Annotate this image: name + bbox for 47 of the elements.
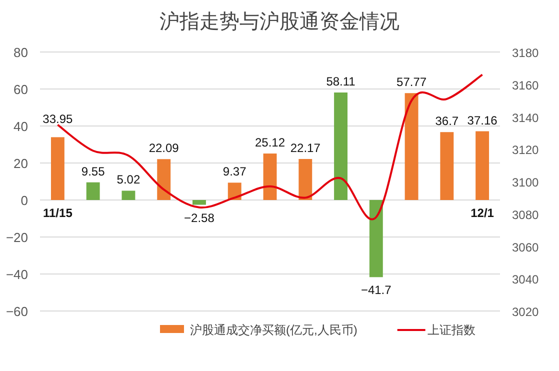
bar — [192, 200, 206, 205]
data-label: 9.37 — [222, 164, 247, 179]
bar — [440, 132, 454, 200]
data-label: 25.12 — [254, 136, 286, 150]
y-tick-label: 20 — [14, 156, 28, 171]
y2-tick-label: 3180 — [512, 46, 540, 60]
y2-tick-label: 3120 — [512, 143, 540, 158]
y2-tick-label: 3140 — [512, 110, 540, 125]
data-label: 36.7 — [435, 114, 459, 128]
bar — [86, 182, 100, 200]
chart-title: 沪指走势与沪股通资金情况 — [160, 10, 400, 33]
data-label: 33.95 — [42, 112, 74, 126]
y2-tick-label: 3080 — [512, 208, 540, 222]
y-tick-label: 40 — [14, 119, 28, 134]
data-label: 37.16 — [467, 113, 498, 128]
x-tick-label: 11/15 — [43, 206, 73, 220]
y-tick-label: −20 — [6, 230, 28, 245]
y2-tick-label: 3160 — [512, 78, 540, 92]
y2-tick-label: 3100 — [512, 176, 540, 190]
data-label: 22.09 — [148, 141, 180, 156]
bar — [157, 159, 171, 200]
bar — [298, 158, 312, 200]
y-tick-label: 0 — [20, 193, 28, 208]
y-tick-label: −40 — [6, 267, 28, 282]
bar — [50, 137, 64, 200]
data-label: 5.02 — [116, 172, 140, 187]
y2-tick-label: 3020 — [512, 305, 540, 319]
bar — [404, 93, 418, 200]
bar — [476, 131, 490, 200]
data-label: 57.77 — [396, 75, 427, 90]
data-label: −2.58 — [184, 210, 215, 225]
y-tick-label: −60 — [6, 304, 28, 319]
y-tick-label: 60 — [14, 82, 28, 97]
y2-tick-label: 3040 — [512, 272, 540, 287]
legend-label: 上证指数 — [427, 323, 476, 337]
bar — [369, 200, 383, 278]
bar — [334, 92, 348, 200]
data-label: 9.55 — [81, 164, 106, 178]
data-label: 22.17 — [290, 140, 321, 155]
legend-label: 沪股通成交净买额(亿元,人民币) — [190, 323, 358, 337]
data-label: −41.7 — [360, 283, 392, 298]
bar — [263, 154, 277, 200]
bar — [122, 190, 136, 200]
data-label: 58.11 — [326, 74, 356, 88]
x-tick-label: 12/1 — [470, 206, 494, 220]
y2-tick-label: 3060 — [512, 240, 540, 254]
y-tick-label: 80 — [14, 45, 28, 60]
